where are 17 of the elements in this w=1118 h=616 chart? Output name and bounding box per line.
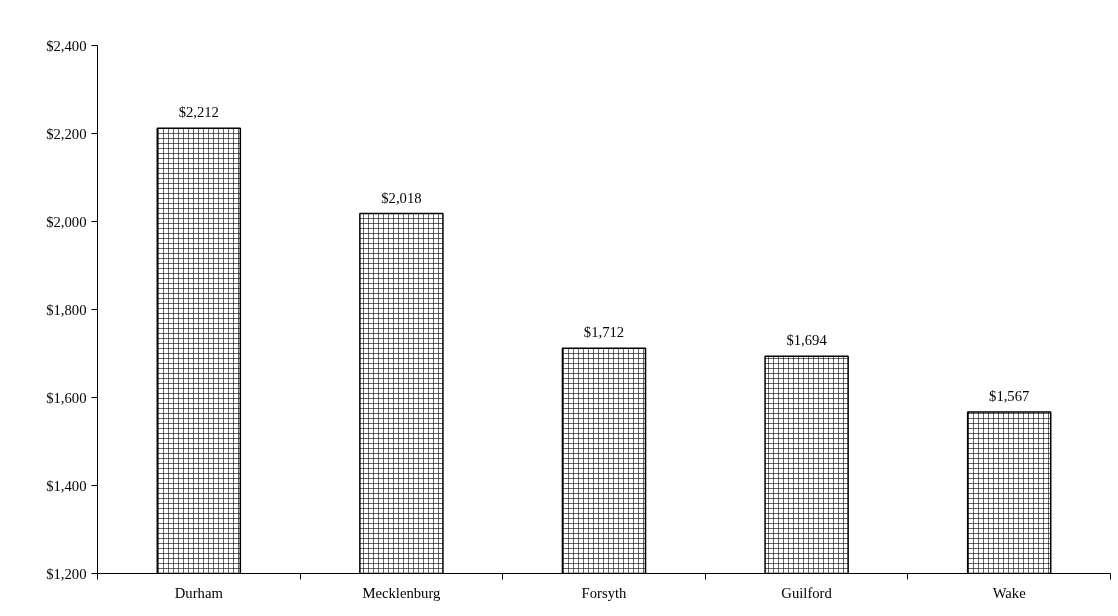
- y-tick-label: $1,400: [46, 477, 87, 494]
- y-tick-label: $1,200: [46, 565, 87, 582]
- x-tick-label: Forsyth: [581, 584, 628, 601]
- x-tick-label: Mecklenburg: [362, 584, 442, 601]
- data-label: $1,712: [583, 324, 625, 341]
- y-tick-label: $2,000: [46, 213, 87, 230]
- data-label: $1,694: [786, 332, 828, 349]
- data-label: $2,212: [178, 104, 219, 121]
- y-tick-label: $1,600: [46, 389, 87, 406]
- y-tick-label: $1,800: [46, 301, 87, 318]
- y-tick-label: $2,200: [46, 125, 87, 142]
- x-tick-label: Durham: [174, 584, 224, 601]
- x-tick-label: Guilford: [781, 584, 833, 601]
- data-label: $1,567: [989, 388, 1030, 405]
- x-tick-label: Wake: [992, 584, 1026, 601]
- y-tick-label: $2,400: [46, 37, 87, 54]
- data-label: $2,018: [381, 189, 422, 206]
